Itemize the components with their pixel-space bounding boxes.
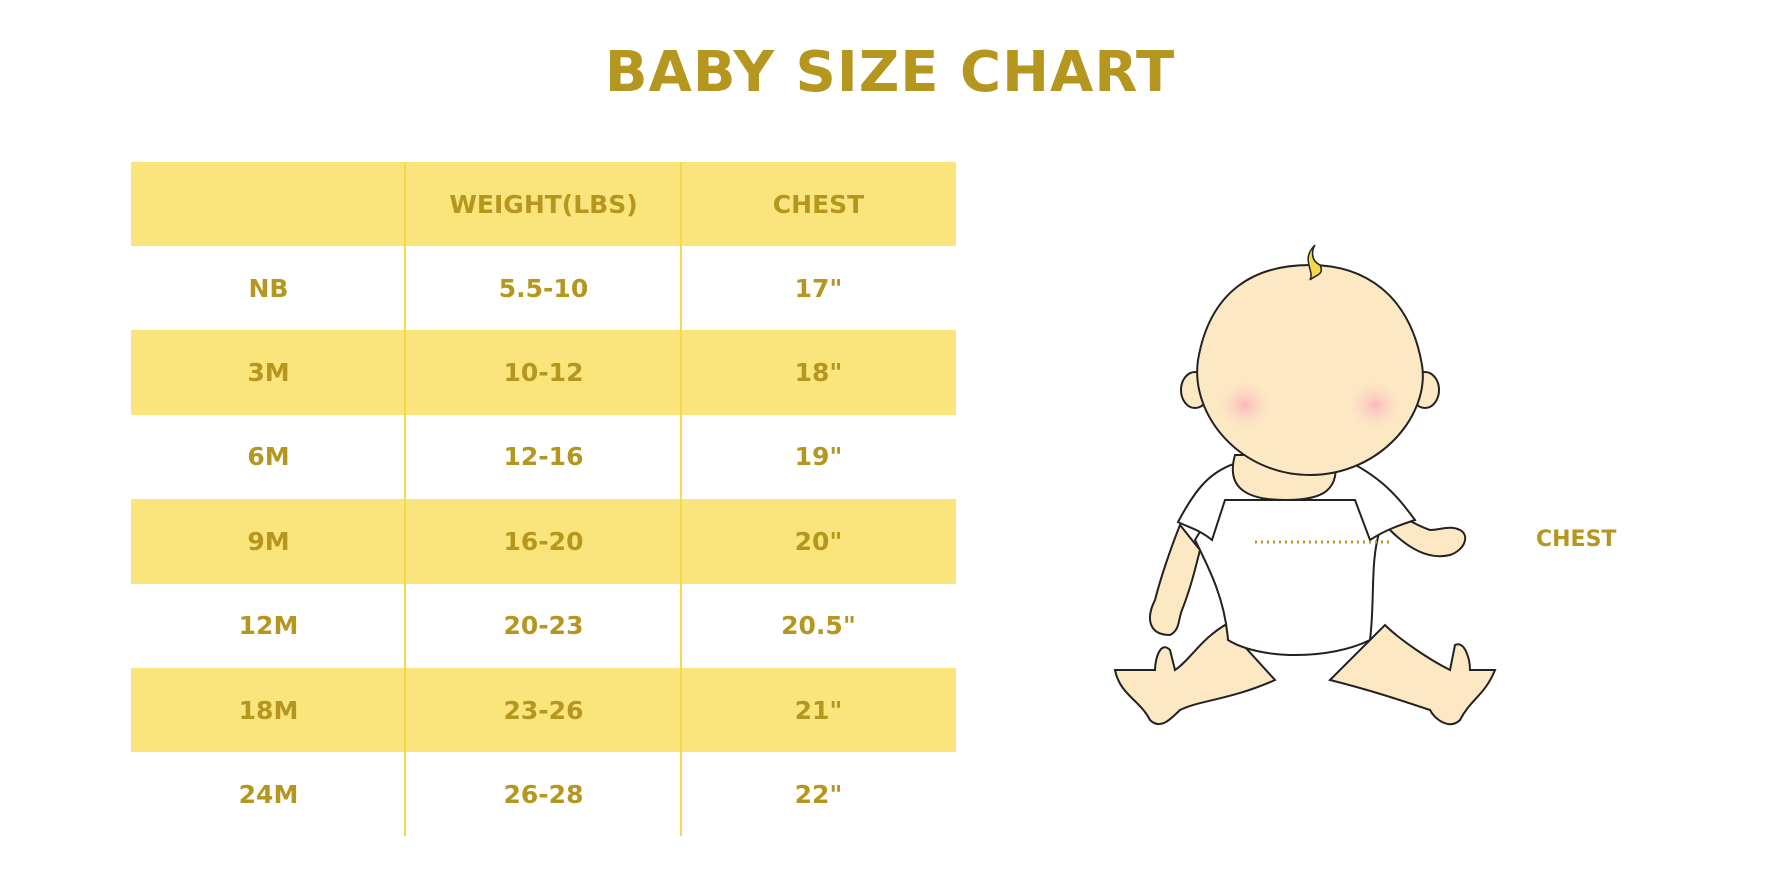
table-row: 18M 23-26 21"	[131, 667, 956, 753]
weight-cell: 12-16	[503, 442, 584, 472]
size-table: WEIGHT(LBS) CHEST NB 5.5-10 17" 3M 10-12 18" 6…	[131, 162, 956, 837]
weight-cell: 10-12	[503, 358, 584, 388]
table-row: 3M 10-12 18"	[131, 330, 956, 415]
size-cell: 6M	[247, 442, 290, 472]
weight-cell: 20-23	[503, 611, 584, 641]
chest-cell: 17"	[794, 273, 843, 303]
page-title: BABY SIZE CHART	[604, 40, 1176, 105]
column-divider	[680, 162, 682, 836]
size-cell: 24M	[238, 780, 299, 810]
header-cell-weight: WEIGHT(LBS)	[449, 189, 638, 219]
chest-cell: 22"	[794, 780, 843, 810]
chest-cell: 19"	[794, 442, 843, 472]
chest-label: CHEST	[1536, 527, 1617, 552]
column-divider	[404, 162, 406, 836]
weight-cell: 26-28	[503, 780, 584, 810]
weight-cell: 16-20	[503, 526, 584, 556]
chest-cell: 20.5"	[781, 611, 856, 641]
chest-cell: 21"	[794, 695, 843, 725]
table-header-row: WEIGHT(LBS) CHEST	[131, 162, 956, 246]
chest-cell: 20"	[794, 526, 843, 556]
weight-cell: 5.5-10	[498, 273, 589, 303]
size-cell: 3M	[247, 358, 290, 388]
size-cell: NB	[248, 273, 289, 303]
table-row: 24M 26-28 22"	[131, 752, 956, 836]
weight-cell: 23-26	[503, 695, 584, 725]
header-cell	[131, 162, 406, 246]
chest-cell: 18"	[794, 358, 843, 388]
size-cell: 12M	[238, 611, 299, 641]
table-row: 9M 16-20 20"	[131, 499, 956, 584]
size-cell: 9M	[247, 526, 290, 556]
size-cell: 18M	[238, 695, 299, 725]
table-row: 12M 20-23 20.5"	[131, 584, 956, 668]
header-cell-chest: CHEST	[772, 189, 865, 219]
baby-illustration	[1113, 244, 1497, 726]
table-row: NB 5.5-10 17"	[131, 246, 956, 330]
table-row: 6M 12-16 19"	[131, 415, 956, 499]
